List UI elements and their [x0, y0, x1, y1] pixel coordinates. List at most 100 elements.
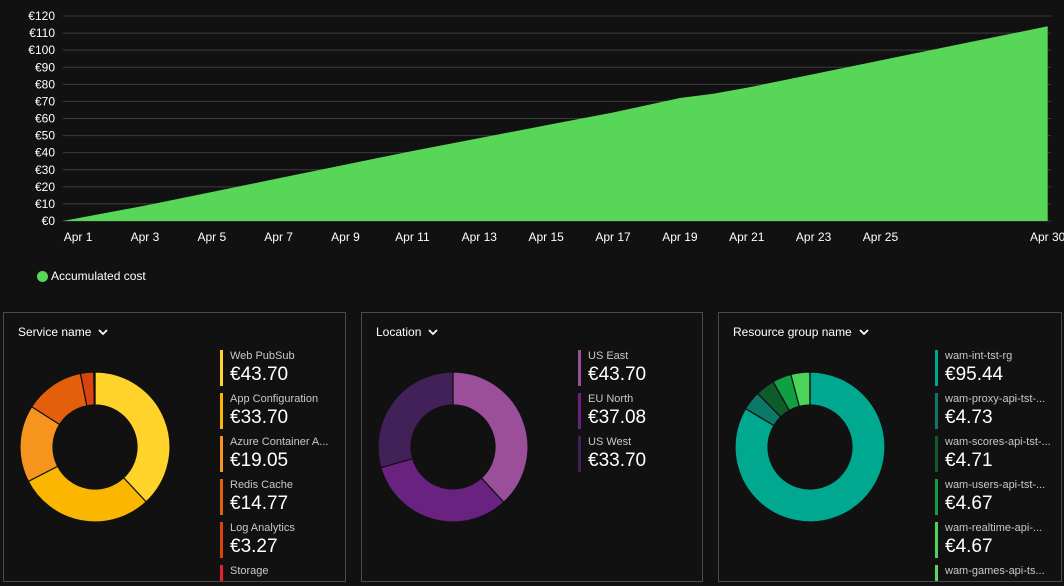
legend-item[interactable]: Storage [220, 565, 340, 581]
legend-item-value: €4.73 [945, 407, 993, 428]
x-tick-label: Apr 30 [1030, 230, 1064, 244]
chevron-down-icon [859, 329, 869, 336]
x-tick-label: Apr 15 [528, 230, 564, 244]
y-tick-label: €0 [42, 214, 56, 228]
legend-item-value: €4.71 [945, 450, 993, 471]
legend-item-value: €43.70 [588, 364, 647, 385]
legend-item-value: €4.67 [945, 536, 993, 557]
legend-item-label: wam-int-tst-rg [945, 350, 1013, 362]
legend-item-label: US East [588, 350, 629, 362]
x-tick-label: Apr 25 [863, 230, 899, 244]
legend-item-label: US West [588, 436, 632, 448]
x-tick-label: Apr 5 [197, 230, 226, 244]
y-tick-label: €60 [35, 112, 55, 126]
panel-title: Resource group name [733, 325, 852, 339]
legend-item[interactable]: wam-realtime-api-... €4.67 [935, 522, 1055, 565]
legend-color-bar [935, 350, 938, 386]
location-panel: Location US East €43.70 EU North €37.08 US W… [361, 312, 703, 582]
resource-group-panel: Resource group name wam-int-tst-rg €95.44… [718, 312, 1062, 582]
chart-legend[interactable]: Accumulated cost [37, 269, 146, 283]
legend-item-value: €95.44 [945, 364, 1004, 385]
legend-color-bar [220, 393, 223, 429]
resource-group-list: wam-int-tst-rg €95.44 wam-proxy-api-tst-..… [935, 350, 1055, 581]
legend-item-value: €33.70 [230, 407, 289, 428]
legend-color-bar [220, 565, 223, 581]
legend-item[interactable]: Azure Container A... €19.05 [220, 436, 340, 479]
donut-slice[interactable] [93, 371, 96, 406]
donut-slice[interactable] [452, 371, 529, 504]
location-dropdown[interactable]: Location [376, 325, 439, 339]
legend-item-value: €3.27 [230, 536, 278, 557]
legend-item-value: €4.67 [945, 493, 993, 514]
legend-dot-icon [37, 270, 48, 282]
donut-slice[interactable] [27, 465, 147, 523]
service-name-list: Web PubSub €43.70 App Configuration €33.70 A… [220, 350, 340, 581]
y-tick-label: €30 [35, 163, 55, 177]
legend-item-value: €37.08 [588, 407, 647, 428]
panel-title: Location [376, 325, 422, 339]
legend-item-label: wam-proxy-api-tst-... [945, 393, 1046, 405]
legend-item[interactable]: wam-int-tst-rg €95.44 [935, 350, 1055, 393]
legend-item[interactable]: wam-proxy-api-tst-... €4.73 [935, 393, 1055, 436]
legend-item[interactable]: US East €43.70 [578, 350, 698, 393]
legend-color-bar [220, 479, 223, 515]
x-tick-label: Apr 13 [462, 230, 498, 244]
legend-item[interactable]: Redis Cache €14.77 [220, 479, 340, 522]
resource-group-dropdown[interactable]: Resource group name [733, 325, 870, 339]
y-tick-label: €90 [35, 60, 55, 74]
legend-item[interactable]: wam-scores-api-tst-... €4.71 [935, 436, 1055, 479]
accumulated-cost-area[interactable] [63, 26, 1048, 221]
legend-item-label: wam-scores-api-tst-... [945, 436, 1051, 448]
chart-area-layer [63, 26, 1048, 221]
legend-item-value: €43.70 [230, 364, 289, 385]
x-tick-label: Apr 11 [395, 230, 430, 244]
x-tick-label: Apr 17 [595, 230, 631, 244]
donut-slice[interactable] [734, 371, 886, 523]
legend-color-bar [220, 436, 223, 472]
location-donut[interactable] [377, 371, 529, 523]
y-tick-label: €10 [35, 197, 55, 211]
legend-item-label: App Configuration [230, 393, 319, 405]
legend-item[interactable]: EU North €37.08 [578, 393, 698, 436]
x-tick-label: Apr 1 [64, 230, 93, 244]
legend-color-bar [578, 436, 581, 472]
legend-color-bar [935, 522, 938, 558]
resource-group-donut[interactable] [734, 371, 886, 523]
legend-item-label: wam-games-api-ts... [945, 565, 1045, 577]
legend-item-label: wam-realtime-api-... [945, 522, 1043, 534]
service-name-panel: Service name Web PubSub €43.70 App Configu… [3, 312, 346, 582]
legend-item-label: EU North [588, 393, 634, 405]
x-tick-label: Apr 9 [331, 230, 360, 244]
legend-item[interactable]: wam-games-api-ts... [935, 565, 1055, 581]
legend-item[interactable]: US West €33.70 [578, 436, 698, 479]
donut-slice[interactable] [94, 371, 171, 503]
location-list: US East €43.70 EU North €37.08 US West €33.70 [578, 350, 698, 479]
panel-title: Service name [18, 325, 92, 339]
legend-color-bar [220, 350, 223, 386]
donut-slice[interactable] [380, 457, 505, 523]
y-tick-label: €110 [29, 26, 55, 40]
legend-item[interactable]: Web PubSub €43.70 [220, 350, 340, 393]
x-tick-label: Apr 21 [729, 230, 765, 244]
legend-color-bar [935, 393, 938, 429]
service-name-donut[interactable] [19, 371, 171, 523]
legend-item-label: Azure Container A... [230, 436, 329, 448]
service-name-dropdown[interactable]: Service name [18, 325, 109, 339]
legend-item[interactable]: wam-users-api-tst-... €4.67 [935, 479, 1055, 522]
legend-color-bar [578, 350, 581, 386]
legend-item[interactable]: App Configuration €33.70 [220, 393, 340, 436]
chevron-down-icon [428, 329, 439, 336]
x-tick-label: Apr 3 [131, 230, 160, 244]
donut-slice[interactable] [377, 371, 454, 469]
legend-item-value: €19.05 [230, 450, 289, 471]
legend-color-bar [935, 565, 938, 581]
legend-item-value: €14.77 [230, 493, 289, 514]
legend-item[interactable]: Log Analytics €3.27 [220, 522, 340, 565]
legend-color-bar [935, 479, 938, 515]
x-tick-label: Apr 7 [264, 230, 293, 244]
legend-item-label: Web PubSub [230, 350, 295, 362]
legend-color-bar [935, 436, 938, 472]
y-tick-label: €70 [35, 94, 55, 108]
y-tick-label: €80 [35, 77, 55, 91]
chevron-down-icon [98, 329, 109, 336]
